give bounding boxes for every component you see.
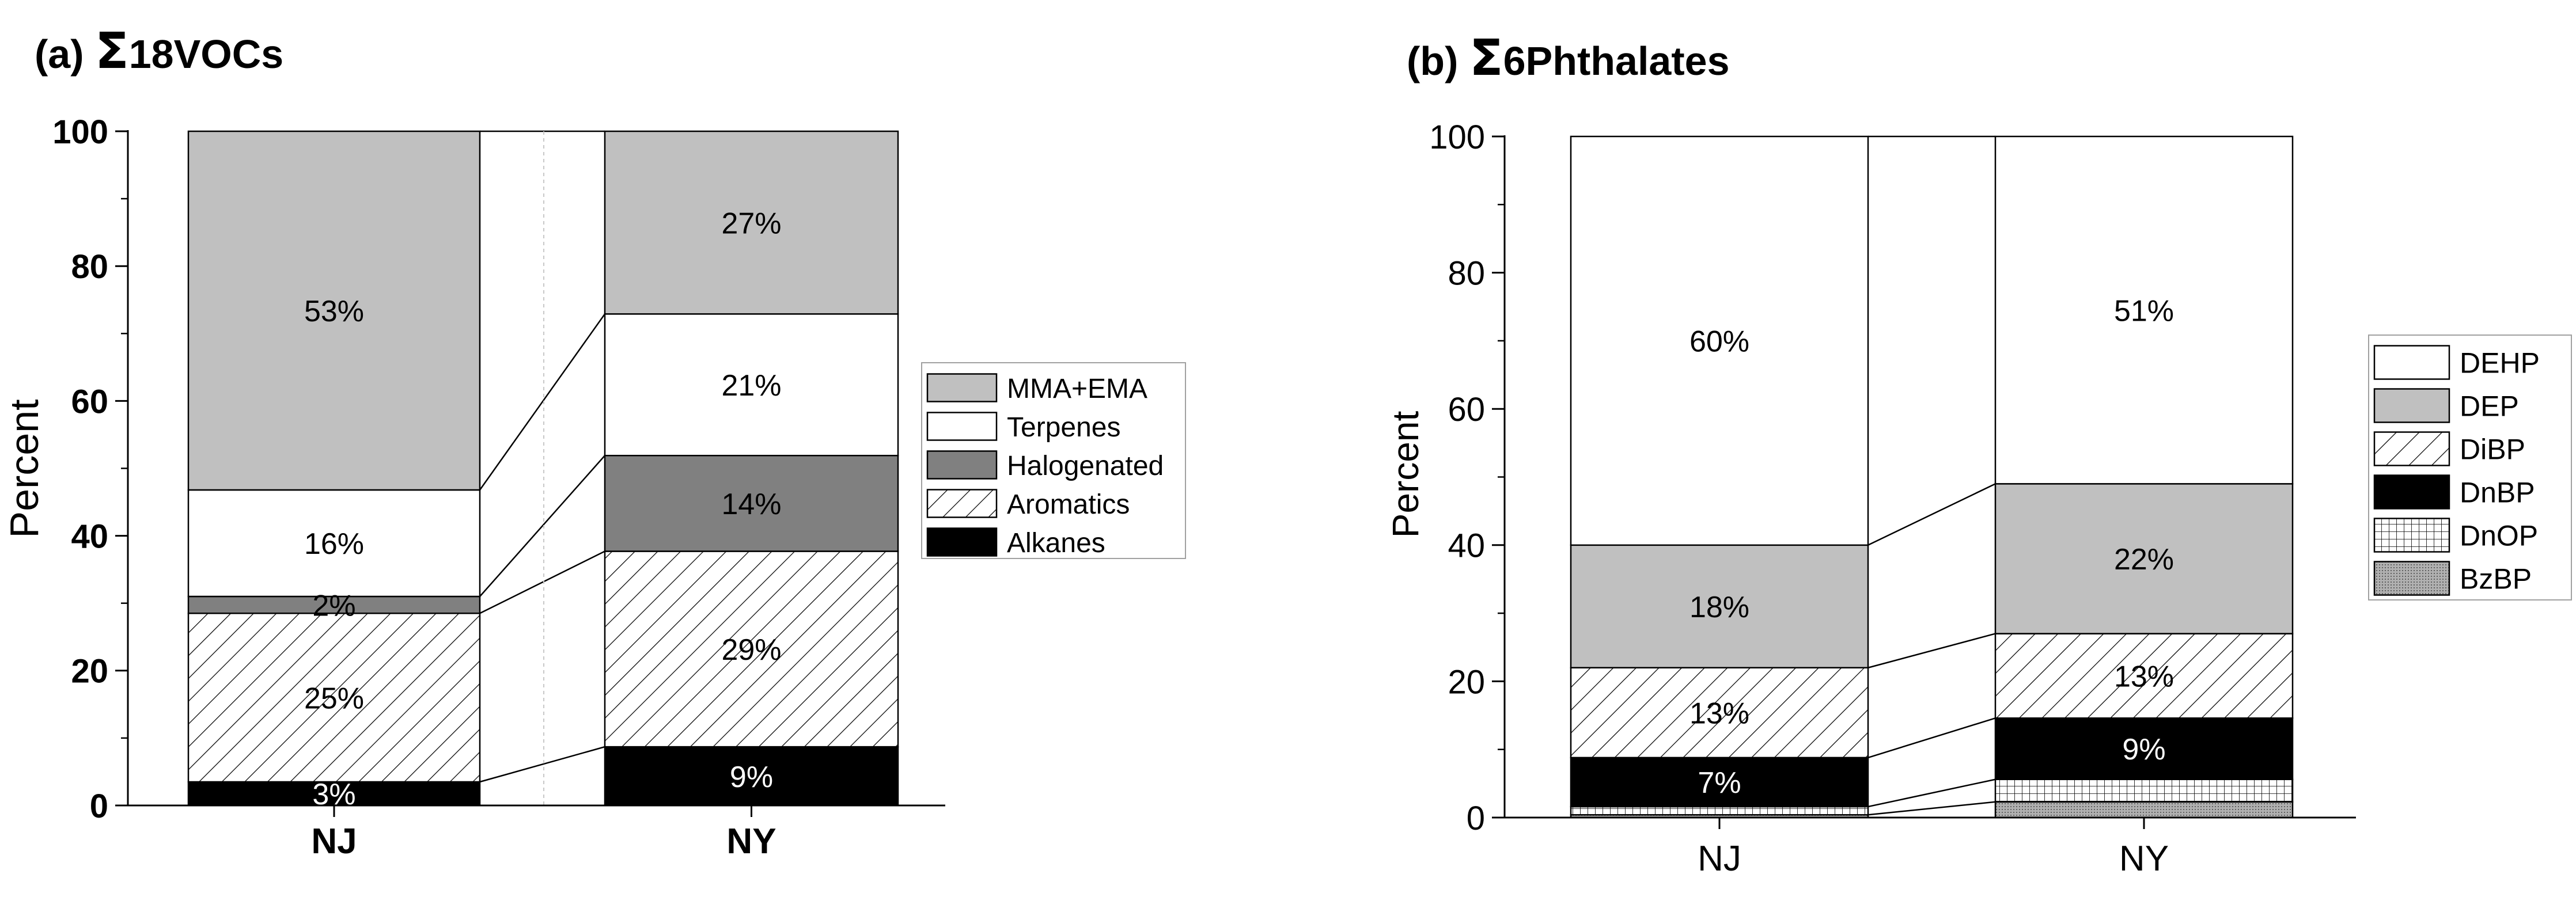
chart-phthalates-title: (b) Σ6Phthalates <box>1407 29 1730 87</box>
data-label-mma-ema-ny: 27% <box>721 207 781 240</box>
data-label-dehp-ny: 51% <box>2114 294 2174 328</box>
chart-phthalates-legend: DEHP DEP DiBP DnBP DnOP BzBP <box>2368 335 2572 600</box>
bar-segment-terpenes-ny <box>604 313 899 457</box>
bar-segment-dnop-nj <box>1570 805 1869 816</box>
x-tick-label-nj: NJ <box>311 822 357 861</box>
y-tick-label-0: 0 <box>1467 800 1485 837</box>
data-label-halogenated-nj: 2% <box>312 589 355 622</box>
chart-phthalates-segment-labels: 7% 13% 18% 60% 9% 13% 22% 51% <box>1689 294 2174 800</box>
data-label-terpenes-ny: 21% <box>721 369 781 402</box>
bar-segment-aromatics-ny <box>604 550 899 748</box>
data-label-dibp-ny: 13% <box>2114 660 2174 694</box>
bar-segment-bzbp-ny <box>1994 801 2294 819</box>
bar-segment-dep-ny <box>1994 483 2294 634</box>
data-label-aromatics-ny: 29% <box>721 633 781 667</box>
data-label-halogenated-ny: 14% <box>721 488 781 521</box>
legend-swatch-dnop <box>2373 518 2450 553</box>
chart-phthalates-axes: 0 20 40 60 80 100 NJ NY <box>1429 119 2356 879</box>
y-tick-label-80: 80 <box>1448 254 1485 292</box>
bar-segment-terpenes-nj <box>187 489 481 598</box>
chart-voc-ylabel: Percent <box>2 399 47 538</box>
chart-voc-marks <box>187 130 899 807</box>
chart-voc-panel: (a) Σ18VOCs Percent 3%25%2%16%53%9%29%14… <box>2 22 1186 861</box>
data-label-dnbp-nj: 7% <box>1698 766 1741 800</box>
y-tick-label-60: 60 <box>71 383 108 420</box>
y-tick-label-80: 80 <box>71 248 108 286</box>
bar-segment-dehp-nj <box>1570 135 1869 546</box>
y-tick-label-100: 100 <box>52 113 108 151</box>
chart-phthalates-panel: (b) Σ6Phthalates Percent 7% 13% 18% 60% 9% 13… <box>1385 29 2572 879</box>
x-tick-label-ny: NY <box>726 822 776 861</box>
chart-phthalates-ylabel: Percent <box>1385 411 1426 538</box>
y-tick-label-20: 20 <box>1448 663 1485 701</box>
data-label-dep-ny: 22% <box>2114 543 2174 576</box>
data-label-mma-ema-nj: 53% <box>304 295 364 328</box>
chart-voc-axes: 0 20 40 60 80 100 NJ NY <box>52 113 945 861</box>
connector-line-dnop <box>1867 778 1996 808</box>
data-label-dnbp-ny: 9% <box>2122 733 2165 766</box>
legend-label-mma-ema: MMA+EMA <box>1007 374 1147 404</box>
bar-segment-dnbp-nj <box>1570 757 1869 808</box>
legend-label-dehp: DEHP <box>2460 347 2540 379</box>
legend-label-aromatics: Aromatics <box>1007 489 1130 520</box>
chart-voc-title: (a) Σ18VOCs <box>35 22 283 80</box>
connector-line-dibp <box>1867 633 1996 668</box>
y-tick-label-0: 0 <box>90 788 108 825</box>
bar-segment-dibp-nj <box>1570 667 1869 759</box>
legend-label-dep: DEP <box>2460 390 2519 423</box>
legend-swatch-bzbp <box>2373 561 2450 596</box>
connector-line-terpenes <box>479 313 606 491</box>
connector-line-dnbp <box>1867 717 1996 759</box>
data-label-aromatics-nj: 25% <box>304 682 364 715</box>
chart-voc-legend: MMA+EMA Terpenes Halogenated Aromatics Alkan… <box>921 362 1186 559</box>
data-label-dep-nj: 18% <box>1689 591 1749 624</box>
legend-swatch-terpenes <box>926 412 998 441</box>
legend-label-terpenes: Terpenes <box>1007 412 1120 443</box>
data-label-alkanes-ny: 9% <box>730 761 773 794</box>
x-tick-label-ny: NY <box>2119 839 2169 879</box>
chart-phthalates-connectors <box>1867 135 1996 816</box>
bar-segment-aromatics-nj <box>187 613 481 783</box>
legend-label-alkanes: Alkanes <box>1007 528 1105 558</box>
connector-line-dep <box>1867 483 1996 546</box>
legend-label-halogenated: Halogenated <box>1007 451 1164 481</box>
connector-line-alkanes <box>479 746 605 783</box>
legend-label-dnop: DnOP <box>2460 520 2538 552</box>
legend-label-bzbp: BzBP <box>2460 563 2532 595</box>
bar-segment-dnop-ny <box>1994 778 2294 803</box>
connector-line-halogenated <box>479 455 605 597</box>
bar-segment-alkanes-nj <box>187 781 481 807</box>
data-label-terpenes-nj: 16% <box>304 527 364 561</box>
legend-swatch-halogenated <box>926 450 998 480</box>
y-tick-label-40: 40 <box>1448 527 1485 565</box>
data-label-dibp-nj: 13% <box>1689 697 1749 731</box>
legend-swatch-dep <box>2373 388 2450 423</box>
bar-segment-dibp-ny <box>1994 633 2294 719</box>
y-tick-label-40: 40 <box>71 518 108 555</box>
legend-swatch-dibp <box>2373 431 2450 466</box>
legend-swatch-dehp <box>2373 345 2450 380</box>
bar-segment-mma-ema-nj <box>187 130 481 491</box>
bar-segment-halogenated-ny <box>604 455 899 552</box>
connector-line-bzbp <box>1867 801 1996 816</box>
legend-swatch-aromatics <box>926 489 998 518</box>
y-tick-label-100: 100 <box>1429 119 1485 156</box>
bar-segment-mma-ema-ny <box>604 130 899 315</box>
legend-swatch-dnbp <box>2373 474 2450 510</box>
bar-segment-dehp-ny <box>1994 135 2294 485</box>
legend-swatch-alkanes <box>926 527 998 557</box>
x-tick-label-nj: NJ <box>1698 839 1741 879</box>
legend-label-dnbp: DnBP <box>2460 477 2535 509</box>
y-tick-label-20: 20 <box>71 653 108 690</box>
bar-segment-dnbp-ny <box>1994 717 2294 781</box>
y-tick-label-60: 60 <box>1448 391 1485 428</box>
legend-swatch-mma-ema <box>926 373 998 402</box>
chart-voc-connectors <box>479 130 606 805</box>
connector-line-aromatics <box>479 550 605 614</box>
legend-label-dibp: DiBP <box>2460 434 2525 466</box>
data-label-dehp-nj: 60% <box>1689 325 1749 359</box>
chart-phthalates-marks <box>1570 135 2294 819</box>
bar-segment-alkanes-ny <box>604 746 899 807</box>
